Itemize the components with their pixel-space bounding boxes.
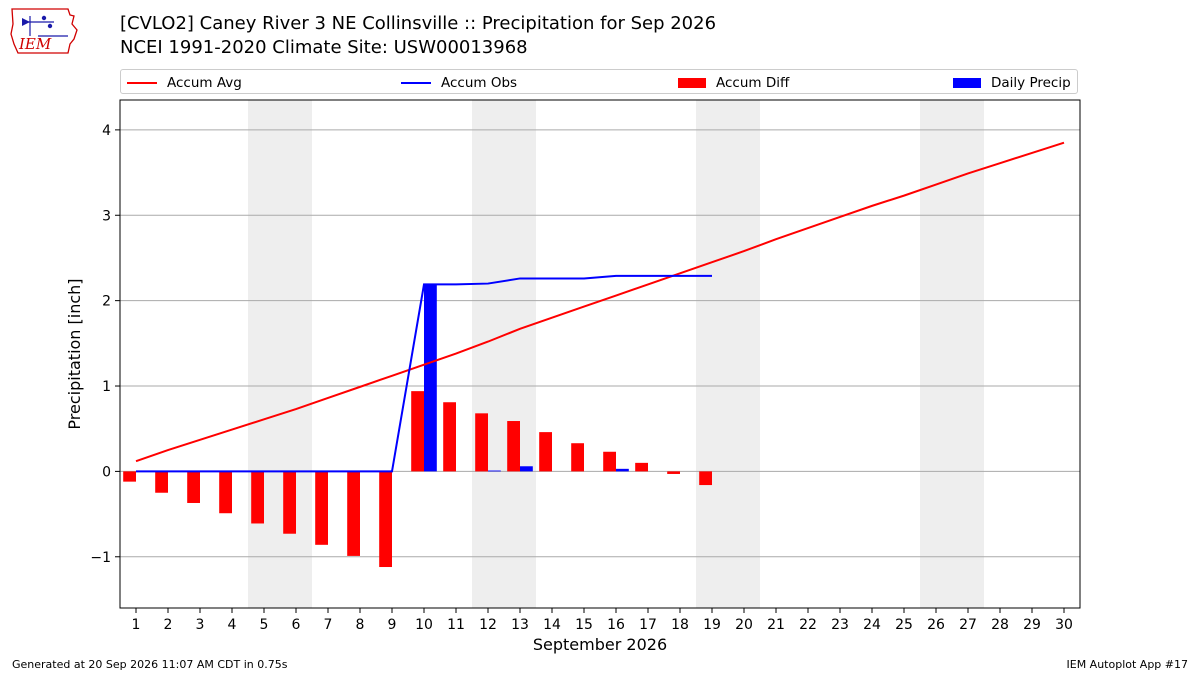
accum-diff-bar — [379, 471, 392, 568]
legend-item-daily-precip: Daily Precip — [953, 70, 1071, 95]
accum-diff-bar — [475, 413, 488, 472]
x-tick-label: 7 — [324, 617, 333, 633]
daily-precip-bar — [488, 470, 501, 472]
x-tick-label: 8 — [356, 617, 365, 633]
y-tick-label: 0 — [102, 464, 111, 480]
weekend-band — [248, 100, 312, 608]
legend-label-accum-obs: Accum Obs — [441, 74, 518, 91]
accum-diff-bar — [699, 471, 712, 486]
accum-avg-line — [135, 141, 1065, 463]
x-tick-label: 26 — [927, 617, 945, 633]
legend-item-accum-diff: Accum Diff — [678, 70, 789, 95]
y-tick-label: 3 — [102, 208, 111, 224]
legend-item-accum-avg: Accum Avg — [127, 70, 242, 95]
weekend-band — [920, 100, 984, 608]
legend-label-accum-avg: Accum Avg — [167, 74, 242, 91]
x-tick-label: 14 — [543, 617, 561, 633]
accum-diff-bar — [219, 471, 232, 514]
y-tick-label: −1 — [90, 550, 111, 566]
accum-diff-bar — [187, 471, 200, 503]
accum-diff-bar — [251, 471, 264, 524]
y-tick-label: 4 — [102, 123, 111, 139]
x-tick-label: 3 — [196, 617, 205, 633]
legend-swatch-daily-precip — [953, 77, 981, 88]
legend-swatch-accum-obs — [401, 81, 431, 84]
weekend-band — [696, 100, 760, 608]
accum-obs-line — [136, 274, 712, 473]
accum-diff-bar — [571, 443, 584, 472]
x-tick-label: 23 — [831, 617, 849, 633]
x-tick-label: 11 — [447, 617, 465, 633]
accum-diff-bar — [155, 471, 168, 493]
accum-diff-bar — [283, 471, 296, 534]
x-tick-label: 13 — [511, 617, 529, 633]
legend-swatch-accum-diff — [678, 77, 706, 88]
chart-subtitle: NCEI 1991-2020 Climate Site: USW00013968 — [120, 37, 528, 58]
y-axis-label: Precipitation [inch] — [65, 278, 84, 429]
x-tick-label: 5 — [260, 617, 269, 633]
legend-label-accum-diff: Accum Diff — [716, 74, 790, 91]
x-tick-label: 25 — [895, 617, 913, 633]
x-tick-label: 30 — [1055, 617, 1073, 633]
x-tick-label: 15 — [575, 617, 593, 633]
x-tick-label: 22 — [799, 617, 817, 633]
accum-diff-bar — [347, 471, 360, 556]
accum-diff-bar — [539, 432, 552, 472]
accum-diff-bar — [603, 451, 616, 472]
x-tick-label: 18 — [671, 617, 689, 633]
legend-item-accum-obs: Accum Obs — [401, 70, 517, 95]
x-axis-label: September 2026 — [533, 635, 667, 654]
generated-timestamp: Generated at 20 Sep 2026 11:07 AM CDT in… — [12, 658, 288, 671]
chart-title: [CVLO2] Caney River 3 NE Collinsville ::… — [120, 13, 717, 34]
x-tick-label: 27 — [959, 617, 977, 633]
x-tick-label: 17 — [639, 617, 657, 633]
daily-precip-bar — [616, 468, 629, 472]
x-tick-label: 12 — [479, 617, 497, 633]
x-tick-label: 20 — [735, 617, 753, 633]
x-tick-label: 29 — [1023, 617, 1041, 633]
accum-diff-bar — [635, 462, 648, 472]
daily-precip-bar — [520, 466, 533, 472]
legend: Accum Avg Accum Obs Accum Diff Daily Pre… — [120, 69, 1078, 94]
x-tick-label: 10 — [415, 617, 433, 633]
accum-diff-bar — [667, 471, 680, 474]
iem-logo: IEM — [10, 8, 78, 54]
x-tick-label: 21 — [767, 617, 785, 633]
daily-precip-bar — [424, 284, 437, 472]
accum-diff-bar — [411, 391, 424, 472]
accum-diff-bar — [443, 402, 456, 472]
x-tick-label: 6 — [292, 617, 301, 633]
logo-text: IEM — [18, 35, 52, 53]
x-tick-label: 1 — [132, 617, 141, 633]
x-tick-label: 24 — [863, 617, 881, 633]
accum-diff-bar — [507, 421, 520, 472]
x-tick-label: 28 — [991, 617, 1009, 633]
accum-diff-bar — [315, 471, 328, 545]
plot-frame — [119, 99, 1081, 609]
x-tick-label: 2 — [164, 617, 173, 633]
app-id-label: IEM Autoplot App #17 — [1066, 658, 1189, 671]
accum-diff-bar — [123, 471, 136, 482]
legend-label-daily-precip: Daily Precip — [991, 74, 1071, 91]
weekend-band — [472, 100, 536, 608]
x-tick-label: 16 — [607, 617, 625, 633]
x-tick-label: 19 — [703, 617, 721, 633]
x-tick-label: 4 — [228, 617, 237, 633]
y-tick-label: 1 — [102, 379, 111, 395]
x-tick-label: 9 — [388, 617, 397, 633]
legend-swatch-accum-avg — [127, 81, 157, 84]
y-tick-label: 2 — [102, 294, 111, 310]
